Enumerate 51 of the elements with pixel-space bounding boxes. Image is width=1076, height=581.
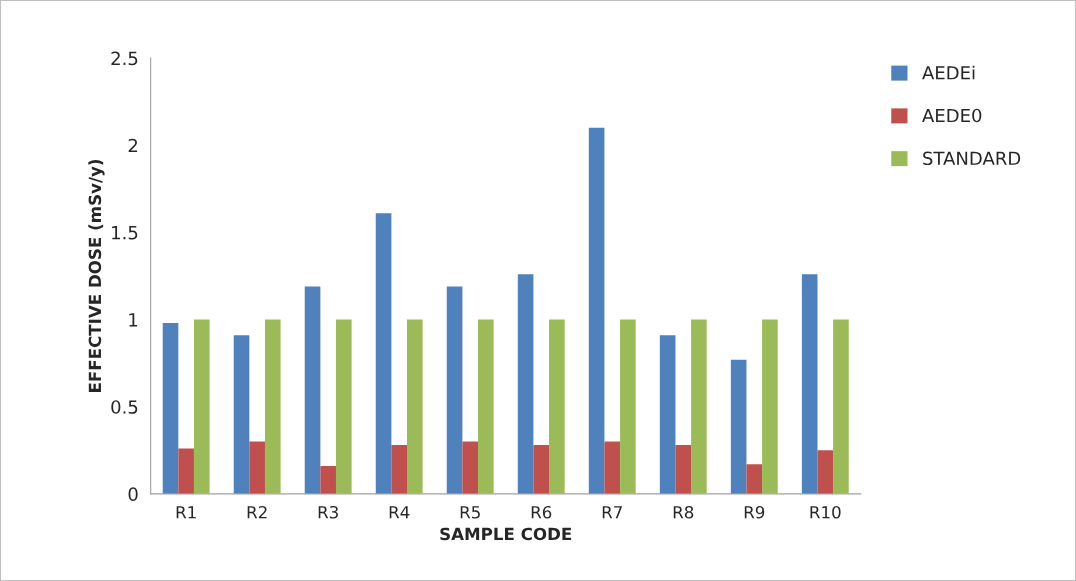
bar bbox=[730, 359, 747, 494]
bar bbox=[762, 319, 778, 494]
bar bbox=[588, 127, 605, 494]
y-tick-label: 1.5 bbox=[112, 226, 138, 240]
legend-label: AEDE0 bbox=[922, 108, 982, 123]
bar bbox=[478, 319, 494, 494]
x-tick-label: R6 bbox=[531, 505, 552, 519]
x-tick-label: R5 bbox=[460, 506, 480, 519]
bar bbox=[801, 274, 818, 494]
bar bbox=[304, 286, 321, 494]
bar bbox=[517, 274, 534, 494]
bar bbox=[746, 464, 763, 494]
bar bbox=[249, 441, 265, 494]
legend-label: STANDARD bbox=[923, 151, 1021, 166]
bar bbox=[549, 319, 565, 494]
y-axis-title: EFFECTIVE DOSE (mSv/y) bbox=[88, 159, 105, 392]
y-tick-label: 0 bbox=[128, 487, 138, 501]
bar bbox=[407, 319, 423, 494]
legend-label: AEDEi bbox=[922, 65, 975, 80]
bar bbox=[817, 450, 834, 494]
x-tick-label: R7 bbox=[602, 506, 622, 519]
bar bbox=[193, 319, 210, 494]
bar bbox=[833, 319, 849, 494]
bar bbox=[691, 319, 707, 494]
y-tick-label: 2 bbox=[128, 138, 138, 153]
x-tick-label: R3 bbox=[318, 505, 338, 519]
bar bbox=[320, 465, 336, 494]
bar bbox=[264, 319, 281, 494]
bar bbox=[446, 286, 463, 494]
x-axis-title: SAMPLE CODE bbox=[440, 527, 572, 541]
bar bbox=[659, 335, 676, 494]
bar bbox=[335, 319, 352, 494]
bar bbox=[604, 441, 621, 494]
x-tick-label: R2 bbox=[247, 505, 267, 519]
x-tick-label: R9 bbox=[744, 505, 765, 519]
bar bbox=[162, 323, 179, 494]
bar bbox=[675, 445, 692, 494]
y-tick-label: 2.5 bbox=[111, 51, 138, 66]
x-tick-label: R4 bbox=[389, 506, 410, 519]
bar bbox=[620, 319, 636, 494]
x-tick-label: R8 bbox=[673, 505, 694, 519]
x-tick-label: R1 bbox=[176, 506, 196, 519]
bar bbox=[462, 441, 479, 494]
bar bbox=[178, 448, 194, 494]
y-tick-label: 1 bbox=[129, 313, 138, 327]
bar bbox=[391, 445, 408, 494]
bar bbox=[533, 445, 550, 494]
bar bbox=[233, 335, 250, 494]
x-tick-label: R10 bbox=[810, 505, 841, 519]
y-tick-label: 0.5 bbox=[111, 400, 138, 414]
bar bbox=[375, 213, 392, 494]
